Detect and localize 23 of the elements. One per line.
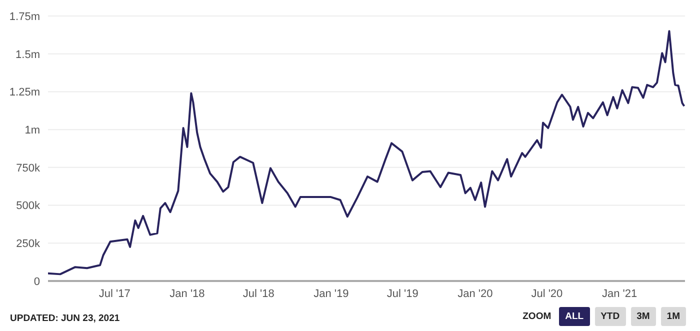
y-tick-label: 1m [24,124,40,136]
x-tick-label: Jan '19 [314,288,349,300]
x-tick-label: Jul '20 [531,288,563,300]
x-tick-label: Jul '18 [242,288,274,300]
x-tick-label: Jan '18 [170,288,205,300]
line-series [48,30,685,276]
zoom-button: 1M [660,307,686,326]
y-tick-label: 500k [16,200,40,212]
y-tick-label: 1.75m [9,10,40,23]
y-tick-label: 0 [34,276,40,288]
zoom-button: 3M [630,307,656,326]
x-tick-label: Jan '21 [602,288,638,300]
zoom-button: ALL [559,307,590,326]
text: UPDATED: JUN 23, 2021 [10,313,120,324]
y-tick-label: 750k [16,162,40,174]
x-tick-label: Jul '19 [386,288,418,300]
y-tick-label: 1.5m [16,48,40,61]
x-tick-label: Jan '20 [458,288,493,300]
text: ZOOM [522,311,552,322]
x-tick-label: Jul '17 [98,288,130,300]
y-tick-label: 250k [16,238,40,250]
zoom-button: YTD [594,307,626,326]
y-tick-label: 1.25m [9,86,40,99]
